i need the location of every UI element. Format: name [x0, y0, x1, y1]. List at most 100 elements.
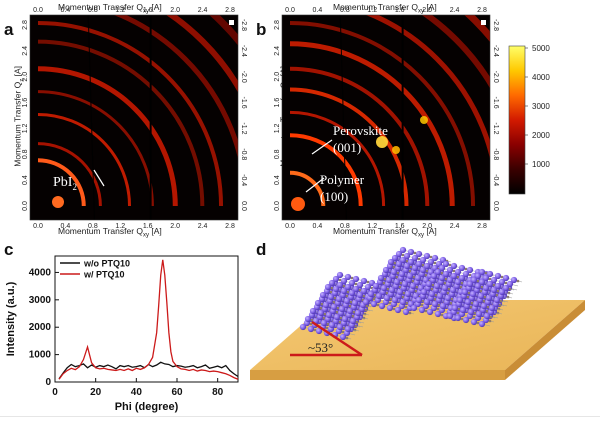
x-tick-label-bottom: 2.8: [477, 223, 487, 230]
diffraction-ring: [37, 158, 86, 207]
atom-small: [488, 319, 492, 323]
annotation-arrow: [305, 177, 325, 193]
atom-small: [345, 294, 349, 298]
atom: [304, 315, 312, 323]
colorbar-tick-label: 2000: [532, 131, 550, 140]
atom-small: [349, 300, 353, 304]
atom: [475, 310, 483, 318]
x-tick-label-top: 0.0: [33, 7, 43, 14]
x-tick-label-top: 0.8: [88, 7, 98, 14]
y-tick-label-right: -0.8: [492, 148, 499, 160]
atom: [364, 283, 372, 291]
atom-small: [346, 290, 350, 294]
perovskite-crystal: [299, 246, 523, 341]
atom: [351, 299, 359, 307]
y-tick-label-right: -1.6: [240, 97, 247, 109]
diffraction-ring: [464, 15, 490, 43]
atom: [320, 319, 328, 327]
atom-small: [459, 285, 463, 289]
atom: [411, 254, 419, 262]
x-tick-label-top: 0.4: [313, 7, 323, 14]
atom: [349, 317, 357, 325]
atom: [474, 272, 482, 280]
atom-small: [335, 310, 339, 314]
atom: [332, 285, 340, 293]
atom-small: [341, 330, 345, 334]
atom: [464, 298, 472, 306]
atom-small: [437, 303, 441, 307]
atom-small: [408, 269, 412, 273]
y-tick-label: 0.4: [22, 175, 29, 185]
atom: [343, 297, 351, 305]
atom: [338, 305, 346, 313]
atom-small: [431, 283, 435, 287]
atom: [450, 262, 458, 270]
atom: [467, 308, 475, 316]
atom-small: [417, 257, 421, 261]
atom: [360, 277, 368, 285]
atom: [404, 290, 412, 298]
atom: [360, 287, 368, 295]
polymer-annotation: Polymer (100): [320, 172, 365, 204]
diffraction-ring: [289, 110, 386, 207]
atom: [356, 291, 364, 299]
atom: [380, 284, 388, 292]
giwaxs-image: [29, 14, 239, 221]
atom-small: [424, 273, 428, 277]
atom-small: [483, 295, 487, 299]
atom-small: [489, 315, 493, 319]
y-tick-label-right: -2.4: [240, 45, 247, 57]
atom-small: [310, 318, 314, 322]
atom-small: [404, 305, 408, 309]
atom: [423, 298, 431, 306]
x-tick-label: 40: [131, 387, 143, 398]
atom-small: [382, 281, 386, 285]
atom-small: [405, 301, 409, 305]
frame: [281, 14, 491, 221]
x-tick-label-top: 1.6: [395, 7, 405, 14]
y-tick-label: 2.8: [22, 20, 29, 30]
atom-small: [449, 301, 453, 305]
atom: [482, 284, 490, 292]
x-tick-label-top: 1.2: [367, 7, 377, 14]
diffraction-ring: [37, 66, 178, 207]
legend-label: w/o PTQ10: [83, 259, 130, 269]
atom: [299, 323, 307, 331]
diffraction-ring: [166, 15, 238, 93]
y-tick-label-right: -0.4: [492, 174, 499, 186]
atom: [409, 282, 417, 290]
x-tick-label-bottom: 0.8: [340, 223, 350, 230]
atom-small: [366, 280, 370, 284]
x-tick-label: 20: [90, 387, 102, 398]
atom: [431, 254, 439, 262]
atom: [450, 272, 458, 280]
atom: [327, 293, 335, 301]
atom-small: [456, 311, 460, 315]
atom: [477, 292, 485, 300]
atom: [340, 287, 348, 295]
y-tick-label-right: -1.2: [240, 122, 247, 134]
atom-small: [399, 281, 403, 285]
diffraction-ring: [289, 170, 326, 207]
atom: [390, 268, 398, 276]
atom: [370, 300, 378, 308]
atom: [407, 248, 415, 256]
giwaxs-pattern-a: 0.0 0.0 0.4 0.4 0.8 0.8 1.2 1.2 1.6 1.6 2.0 2.0 2.4 2…: [22, 7, 247, 230]
atom: [330, 303, 338, 311]
atom-small: [468, 273, 472, 277]
specular-spot: [291, 197, 305, 211]
atom: [419, 266, 427, 274]
atom-small: [492, 283, 496, 287]
atom-small: [329, 290, 333, 294]
atom-small: [355, 320, 359, 324]
atom: [377, 274, 385, 282]
atom: [410, 304, 418, 312]
atom: [315, 327, 323, 335]
atom-small: [421, 299, 425, 303]
atom-small: [325, 326, 329, 330]
atom: [434, 268, 442, 276]
atom: [348, 279, 356, 287]
x-tick-label-top: 1.6: [143, 7, 153, 14]
atom-small: [338, 320, 342, 324]
colorbar-tick-label: 5000: [532, 44, 550, 53]
